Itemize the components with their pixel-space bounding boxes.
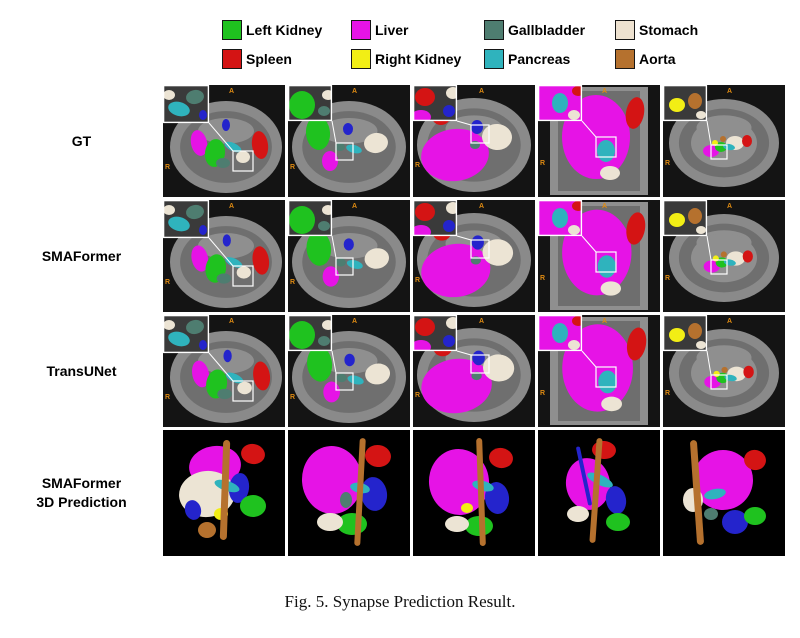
color-swatch-aorta [615,49,635,69]
svg-text:A: A [479,88,484,95]
legend-item-spleen: Spleen [222,49,351,69]
legend-item-aorta: Aorta [615,49,719,69]
row-label-gt: GT [71,132,92,149]
svg-text:R: R [540,390,545,397]
legend-label: Stomach [639,22,699,38]
legend-item-left-kidney: Left Kidney [222,20,351,40]
svg-text:A: A [229,318,234,325]
result-cell-3d [538,430,660,556]
svg-text:R: R [165,394,170,401]
svg-text:R: R [165,279,170,286]
result-cell-3d [413,430,535,556]
svg-text:A: A [602,203,607,210]
legend-label: Left Kidney [246,22,323,38]
svg-text:R: R [665,275,670,282]
color-swatch-spleen [222,49,242,69]
color-swatch-liver [351,20,371,40]
row-label-smaformer: SMAFormer [41,247,122,264]
svg-text:R: R [290,394,295,401]
legend-item-liver: Liver [351,20,484,40]
svg-text:R: R [665,160,670,167]
svg-text:A: A [727,203,732,210]
legend-label: Liver [375,22,409,38]
row-smaformer-3d: SMAFormer 3D Prediction [0,430,800,556]
color-swatch-stomach [615,20,635,40]
legend: Left Kidney Liver Gallbladder Stomach Sp… [222,20,719,69]
legend-label: Spleen [246,51,292,67]
row-smaformer-3d-cells [163,430,785,556]
svg-text:R: R [165,164,170,171]
color-swatch-right-kidney [351,49,371,69]
row-label-smaformer-3d: SMAFormer 3D Prediction [0,430,163,556]
svg-text:R: R [415,277,420,284]
row-label-line: SMAFormer [41,475,122,492]
svg-text:A: A [352,203,357,210]
legend-item-gallbladder: Gallbladder [484,20,615,40]
svg-text:R: R [290,279,295,286]
result-cell-3d [288,430,410,556]
legend-item-right-kidney: Right Kidney [351,49,484,69]
svg-text:A: A [602,88,607,95]
color-swatch-pancreas [484,49,504,69]
color-swatch-gallbladder [484,20,504,40]
svg-text:R: R [415,162,420,169]
legend-label: Pancreas [508,51,571,67]
svg-text:A: A [352,318,357,325]
legend-item-pancreas: Pancreas [484,49,615,69]
svg-text:R: R [415,392,420,399]
color-swatch-left-kidney [222,20,242,40]
svg-text:A: A [479,203,484,210]
legend-label: Gallbladder [508,22,586,38]
result-cell-3d [163,430,285,556]
svg-text:A: A [229,88,234,95]
legend-item-stomach: Stomach [615,20,719,40]
svg-text:A: A [479,318,484,325]
svg-text:A: A [727,318,732,325]
svg-text:A: A [602,318,607,325]
result-cell-3d [663,430,785,556]
svg-text:A: A [352,88,357,95]
svg-text:R: R [540,160,545,167]
svg-text:R: R [540,275,545,282]
svg-text:R: R [290,164,295,171]
legend-label: Right Kidney [375,51,462,67]
svg-text:A: A [727,88,732,95]
row-label-line: 3D Prediction [36,494,127,510]
figure-caption: Fig. 5. Synapse Prediction Result. [284,592,516,611]
row-label-transunet: TransUNet [46,362,117,379]
legend-label: Aorta [639,51,676,67]
svg-text:R: R [665,390,670,397]
svg-text:A: A [229,203,234,210]
